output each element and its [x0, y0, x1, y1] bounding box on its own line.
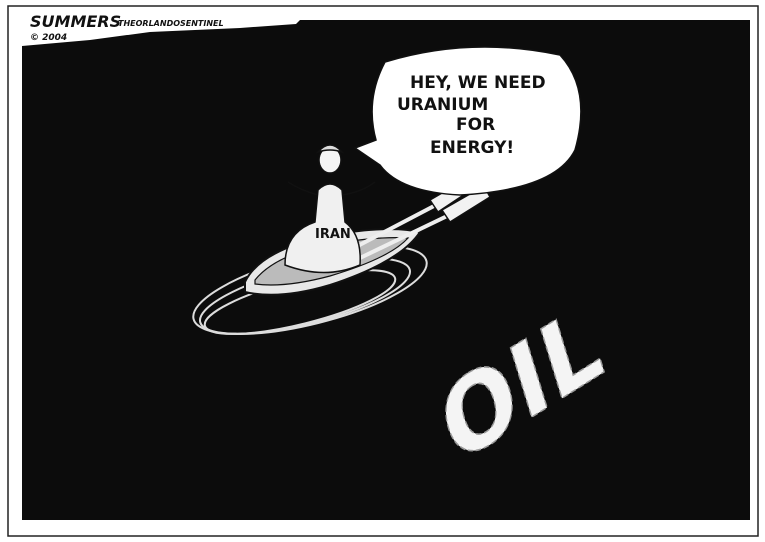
bubble-line: FOR: [456, 115, 495, 135]
signature-area: [22, 20, 300, 46]
figure-label: IRAN: [315, 227, 351, 242]
speech-bubble: HEY, WE NEED URANIUM FOR ENERGY!: [353, 46, 582, 196]
frame: [7, 5, 759, 537]
bubble-line: ENERGY!: [430, 138, 514, 158]
publication: THEORLANDOSENTINEL: [118, 19, 224, 28]
bubble-line: HEY, WE NEED: [410, 73, 546, 93]
figure: IRAN: [284, 144, 376, 274]
copyright: © 2004: [30, 33, 67, 43]
artist: SUMMERS: [30, 12, 121, 31]
bubble-line: URANIUM: [397, 95, 488, 115]
